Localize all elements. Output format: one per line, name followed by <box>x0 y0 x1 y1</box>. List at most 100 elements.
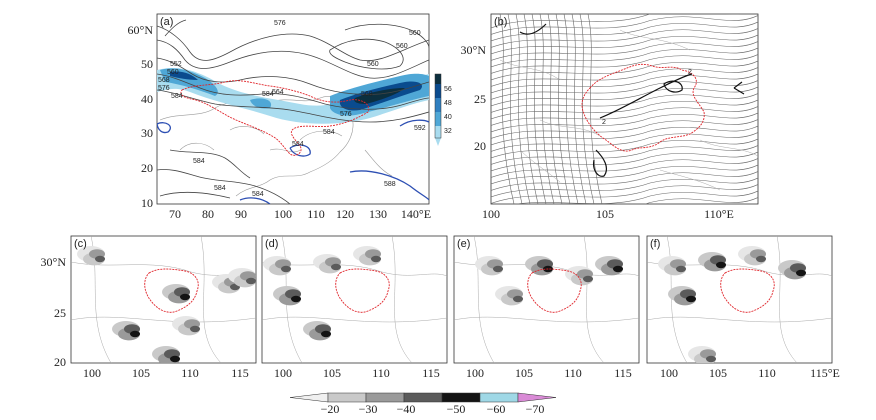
streamline <box>491 145 758 165</box>
streamline <box>491 125 758 146</box>
streamline <box>491 177 758 198</box>
x-tick: 100 <box>274 366 292 380</box>
contour-label: 2 <box>602 119 606 126</box>
cloud-shading <box>756 255 766 263</box>
legend-swatch <box>517 392 557 403</box>
streamline <box>491 93 758 113</box>
region-outline <box>581 63 705 152</box>
x-tick: 100 <box>482 207 500 221</box>
y-tick: 50 <box>141 57 153 71</box>
streamline <box>491 132 758 152</box>
contour-label: 2 <box>688 69 692 76</box>
contour-label: 560 <box>396 43 408 50</box>
y-tick: 20 <box>54 355 66 369</box>
streamline <box>499 14 515 204</box>
streamline <box>491 15 758 35</box>
x-tick: 110°E <box>704 207 734 221</box>
y-tick: 20 <box>474 139 486 153</box>
cloud-shading <box>676 265 686 273</box>
streamline <box>563 14 579 204</box>
bottom-panels <box>70 235 833 364</box>
streamline <box>507 14 523 204</box>
x-tick: 70 <box>169 207 181 221</box>
cloud-shading <box>246 277 256 285</box>
streamline <box>531 14 547 204</box>
x-tick: 110 <box>372 366 390 380</box>
legend-swatch <box>403 392 443 403</box>
streamline <box>571 14 587 204</box>
cloud-shading <box>95 255 105 263</box>
cloud-shading <box>706 355 716 363</box>
border-lines <box>499 29 758 191</box>
contour-label: 588 <box>384 181 396 188</box>
contour-label: 584 <box>323 129 335 136</box>
cloud-shading <box>180 293 190 301</box>
region-outline <box>180 80 370 156</box>
x-tick: 115 <box>231 366 249 380</box>
x-tick: 130 <box>369 207 387 221</box>
legend-label: −50 <box>447 402 466 416</box>
contour-label: 584 <box>262 91 274 98</box>
panel <box>453 235 640 364</box>
x-tick: 105 <box>709 366 727 380</box>
x-tick: 140°E <box>401 207 431 221</box>
cloud-shading <box>331 263 341 271</box>
streamline <box>523 14 539 204</box>
legend-label: −40 <box>397 402 416 416</box>
geopotential-contours <box>157 19 429 204</box>
region-outline <box>335 268 390 313</box>
panel <box>70 235 257 364</box>
panel-f-label: (f) <box>650 238 660 250</box>
contour-label: 584 <box>214 185 226 192</box>
panel-b-x-axis: 100 105 110°E <box>482 207 734 221</box>
streamline <box>539 14 555 204</box>
legend-label: −70 <box>526 402 545 416</box>
cloud-shading <box>583 275 593 283</box>
streamline <box>491 21 758 42</box>
panel-e-label: (e) <box>457 238 470 250</box>
colorbar-tick: 56 <box>444 86 452 93</box>
streamline <box>514 190 758 204</box>
cloud-shading <box>190 325 200 333</box>
cloud-shading <box>716 261 726 269</box>
contour-label: 560 <box>409 30 421 37</box>
streamline <box>491 164 758 185</box>
panel <box>261 235 448 364</box>
border-lines <box>71 236 256 363</box>
panel-c-label: (c) <box>74 238 87 250</box>
contour-label: 564 <box>272 89 284 96</box>
cloud-shading <box>686 295 696 303</box>
y-tick: 30 <box>141 126 153 140</box>
cloud-shading <box>513 295 523 303</box>
y-tick: 30°N <box>461 43 487 57</box>
contour-label: 552 <box>170 61 182 68</box>
legend-labels: −20 −30 −40 −50 −60 −70 <box>321 402 545 416</box>
contour-line <box>519 23 745 177</box>
cloud-shading <box>170 355 180 363</box>
x-tick: 100 <box>466 366 484 380</box>
contour-label: 576 <box>274 20 286 27</box>
colorbar-labels: 56 48 40 32 <box>444 86 452 135</box>
panel-a-x-axis: 70 80 90 100 110 120 130 140°E <box>169 207 431 221</box>
x-tick: 100 <box>660 366 678 380</box>
cloud-shading <box>796 269 806 277</box>
panel <box>646 235 833 364</box>
colorbar-tick: 40 <box>444 114 452 121</box>
colorbar-tick: 32 <box>444 128 452 135</box>
panel-a: 576 560 552 560 568 576 584 584 568 576 … <box>128 13 452 221</box>
cloud-shading <box>493 265 503 273</box>
panel-c-x-axis: 100 105 110 115 <box>83 366 249 380</box>
x-tick: 110 <box>181 366 199 380</box>
panel-d-label: (d) <box>265 238 278 250</box>
legend-label: −20 <box>321 402 340 416</box>
colorbar-tick: 48 <box>444 100 452 107</box>
panel-b: 2 2 (b) 30°N 25 20 100 105 110°E <box>461 13 759 221</box>
contour-label: 584 <box>193 158 205 165</box>
contour-label: 568 <box>361 91 373 98</box>
y-tick: 10 <box>141 196 153 210</box>
legend-swatch <box>365 392 405 403</box>
x-tick: 120 <box>336 207 354 221</box>
x-tick: 105 <box>132 366 150 380</box>
high-contour <box>157 119 429 204</box>
